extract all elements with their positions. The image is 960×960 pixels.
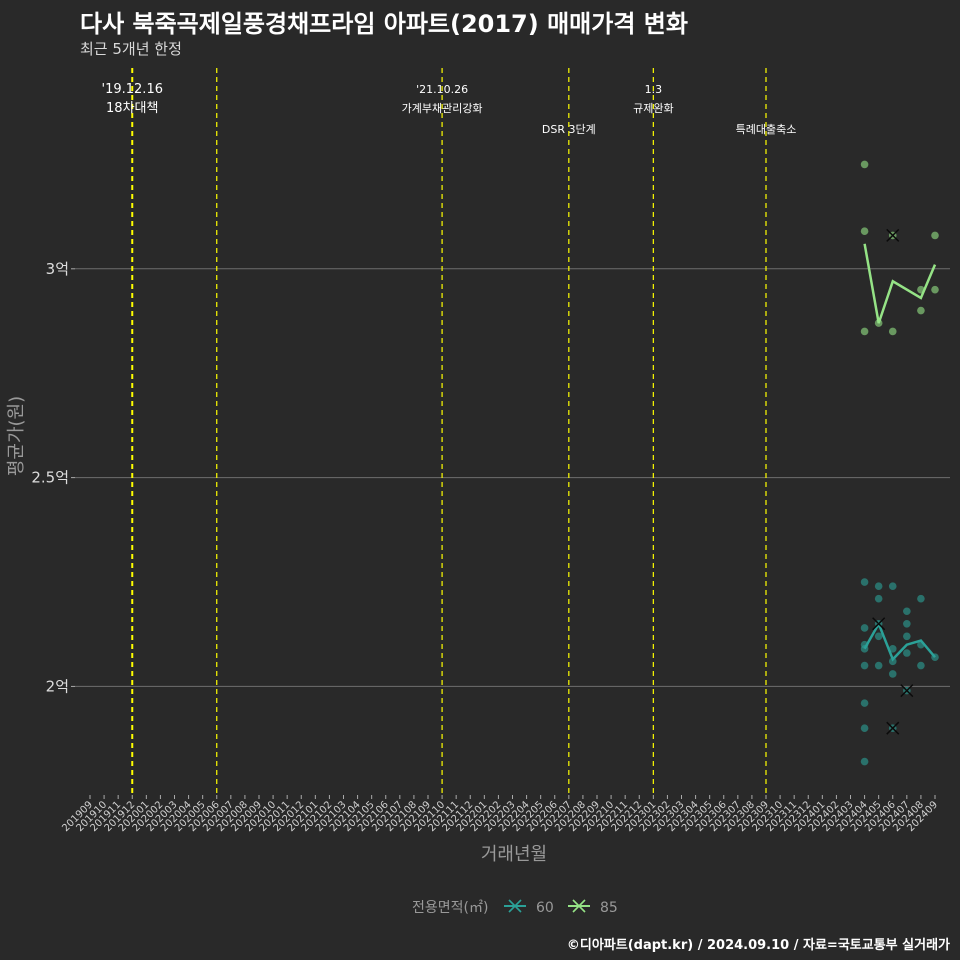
event-label: 특례대출축소 [736,123,797,136]
event-label: '19.12.16 [102,82,163,97]
grid-layer [75,268,950,687]
data-point-60 [903,632,911,641]
data-point-60 [903,619,911,628]
event-label: 가계부채관리강화 [402,102,483,115]
data-point-85 [888,327,897,336]
data-point-60 [860,624,869,632]
axis-layer: 2억2.5억3억20190920191020191120191220200120… [31,260,940,834]
chart-title: 다사 북죽곡제일풍경채프라임 아파트(2017) 매매가격 변화 [80,10,688,38]
source-credit: ©디아파트(dapt.kr) / 2024.09.10 / 자료=국토교통부 실… [566,938,950,953]
cancelled-marker-60 [900,684,914,698]
data-point-85 [917,306,925,315]
data-point-60 [874,632,883,641]
data-point-60 [860,661,869,670]
data-layer [860,160,939,766]
data-point-60 [888,582,897,590]
data-point-60 [903,607,911,616]
legend-label-60: 60 [536,900,554,916]
legend-swatch-marker-60 [508,899,522,913]
y-tick-label: 3억 [46,260,69,278]
legend: 전용면적(㎡) 60 85 [412,899,618,916]
event-label: 18차대책 [106,101,158,116]
y-tick-label: 2.5억 [31,469,69,487]
data-point-60 [888,670,897,678]
event-label: 규제완화 [633,102,673,115]
cancelled-marker-85 [886,228,900,242]
data-point-60 [860,724,869,732]
y-axis-title: 평균가(원) [6,396,27,476]
data-point-60 [874,594,883,603]
y-tick-label: 2억 [46,677,69,695]
data-point-85 [860,160,869,169]
data-point-60 [860,578,869,586]
data-point-85 [860,227,869,236]
event-label: DSR 3단계 [542,123,596,136]
event-layer: '19.12.16 18차대책 '21.10.26 가계부채관리강화 DSR 3단계 1.… [102,68,797,795]
chart-subtitle: 최근 5개년 한정 [80,40,182,58]
series-line-60 [863,620,936,662]
cancelled-marker-60 [886,721,900,735]
data-point-60 [903,649,911,657]
event-label: 1.3 [645,83,663,96]
x-axis-title: 거래년월 [481,844,547,865]
data-point-85 [931,231,939,240]
data-point-60 [860,699,869,707]
data-point-85 [931,285,939,294]
event-label: '21.10.26 [416,83,468,96]
data-point-60 [917,594,925,603]
data-point-60 [888,645,897,653]
data-point-60 [888,657,897,666]
legend-title: 전용면적(㎡) [412,900,488,916]
legend-swatch-marker-85 [572,899,586,913]
cancelled-marker-60 [872,617,886,631]
legend-label-85: 85 [600,900,618,916]
series-line-85 [863,243,937,324]
data-point-60 [874,661,883,670]
data-point-85 [860,327,869,336]
data-point-60 [874,582,883,590]
data-point-60 [860,757,869,766]
data-point-60 [917,661,925,670]
